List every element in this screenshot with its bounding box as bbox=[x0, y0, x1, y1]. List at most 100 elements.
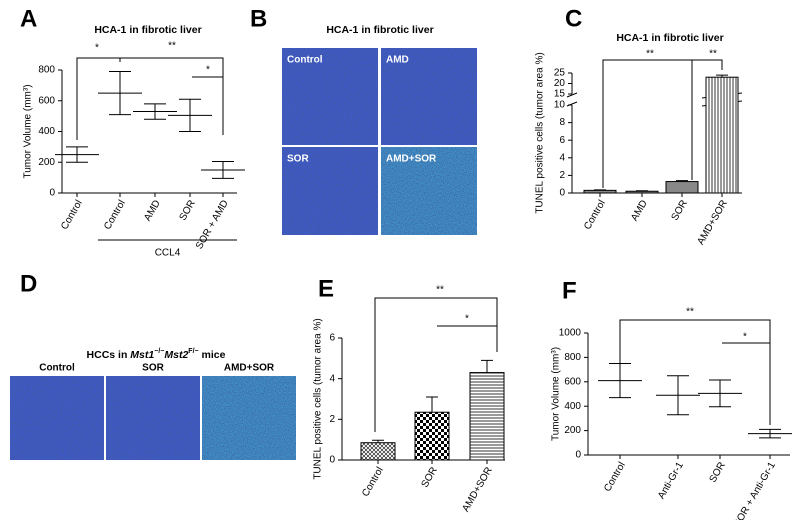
x-tick-label: SOR bbox=[670, 198, 690, 222]
y-axis-label: Tumor Volume (mm³) bbox=[23, 84, 34, 178]
y-tick-label: 800 bbox=[38, 65, 55, 76]
y-tick-label: 2 bbox=[329, 414, 335, 425]
title-part: Mst1 bbox=[130, 349, 154, 361]
y-tick-label: 1000 bbox=[559, 328, 582, 339]
significance-label: * bbox=[206, 65, 210, 76]
y-tick-label: 20 bbox=[554, 78, 566, 89]
significance-label: * bbox=[95, 43, 99, 54]
panel-letter: F bbox=[562, 277, 577, 304]
significance-label: ** bbox=[709, 49, 717, 60]
x-tick-label: Control bbox=[602, 460, 628, 493]
bar bbox=[469, 372, 505, 461]
micrograph bbox=[106, 376, 200, 460]
significance-bracket bbox=[602, 59, 723, 188]
y-tick-label: 0 bbox=[559, 188, 565, 199]
y-tick-label: 25 bbox=[554, 68, 566, 79]
x-tick-label: Control bbox=[102, 198, 128, 231]
x-tick-label: Control bbox=[582, 198, 608, 231]
x-tick-label: Control bbox=[360, 465, 386, 498]
significance-bracket bbox=[374, 297, 498, 432]
significance-label: ** bbox=[168, 41, 176, 52]
error-bar bbox=[676, 180, 688, 182]
micrograph bbox=[381, 147, 477, 235]
chart-title: HCA-1 in fibrotic liver bbox=[94, 24, 201, 36]
y-axis-label: TUNEL positive cells (tumor area %) bbox=[535, 52, 546, 213]
y-tick-label: 600 bbox=[564, 376, 581, 387]
error-bar bbox=[372, 439, 384, 443]
y-tick-label: 800 bbox=[564, 352, 581, 363]
x-tick-label: AMD bbox=[629, 198, 650, 223]
error-bar bbox=[667, 375, 689, 416]
x-tick-label: Control bbox=[59, 198, 85, 231]
panel-letter: E bbox=[318, 275, 334, 302]
y-tick-label: 200 bbox=[38, 157, 55, 168]
y-tick-label: 4 bbox=[559, 152, 565, 163]
y-tick-label: 15 bbox=[554, 89, 566, 100]
significance-label: ** bbox=[436, 285, 444, 296]
y-tick-label: 2 bbox=[559, 170, 565, 181]
image-label: AMD+SOR bbox=[386, 154, 437, 165]
x-tick-label: SOR bbox=[708, 460, 728, 484]
y-tick-label: 0 bbox=[49, 188, 55, 199]
micrograph bbox=[10, 376, 104, 460]
title-part: F/− bbox=[188, 348, 198, 355]
group-label: CCL4 bbox=[155, 248, 181, 259]
panel-letter: C bbox=[565, 5, 582, 32]
y-tick-label: 600 bbox=[38, 95, 55, 106]
bar bbox=[414, 411, 450, 461]
image-label: AMD bbox=[386, 55, 409, 66]
image-label: Control bbox=[39, 363, 75, 374]
error-bar bbox=[716, 74, 728, 78]
significance-label: ** bbox=[646, 49, 654, 60]
y-tick-label: 400 bbox=[38, 126, 55, 137]
image-label: AMD+SOR bbox=[224, 363, 275, 374]
panel-letter: A bbox=[20, 5, 37, 32]
image-label: Control bbox=[287, 55, 323, 66]
error-bar bbox=[759, 428, 781, 439]
x-tick-label: AMD+SOR bbox=[695, 198, 729, 247]
title-part: −/− bbox=[154, 348, 164, 355]
x-tick-label: AMD bbox=[142, 198, 163, 223]
y-tick-label: 200 bbox=[564, 425, 581, 436]
y-tick-label: 0 bbox=[329, 455, 335, 466]
bar bbox=[360, 442, 396, 461]
significance-label: ** bbox=[686, 307, 694, 318]
content: A B C D E F HCA-1 in fibrotic liver Control AMD S… bbox=[10, 5, 792, 520]
error-bar bbox=[179, 98, 201, 132]
image-label: SOR bbox=[142, 363, 164, 374]
error-bar bbox=[481, 359, 493, 373]
significance-bracket bbox=[76, 57, 224, 140]
y-tick-label: 0 bbox=[575, 450, 581, 461]
micrograph bbox=[202, 376, 296, 460]
x-tick-label: SOR bbox=[178, 198, 198, 222]
y-tick-label: 4 bbox=[329, 373, 335, 384]
significance-label: * bbox=[743, 332, 747, 343]
y-tick-label: 6 bbox=[329, 333, 335, 344]
significance-label: * bbox=[465, 314, 469, 325]
micrograph bbox=[282, 147, 378, 235]
y-tick-label: 8 bbox=[559, 117, 565, 128]
x-tick-label: SOR + Anti-Gr-1 bbox=[732, 460, 778, 520]
y-tick-label: 6 bbox=[559, 135, 565, 146]
error-bar bbox=[709, 379, 731, 408]
error-bar bbox=[144, 103, 166, 120]
y-axis-label: TUNEL positive cells (tumor area %) bbox=[313, 318, 324, 479]
micrograph bbox=[282, 48, 378, 145]
panel-letter: B bbox=[250, 5, 267, 32]
bar bbox=[665, 181, 699, 194]
y-axis-label: Tumor Volume (mm³) bbox=[551, 347, 562, 441]
y-tick-label: 400 bbox=[564, 401, 581, 412]
panel-letter: D bbox=[20, 270, 37, 297]
x-tick-label: SOR bbox=[420, 465, 440, 489]
chart-title: HCA-1 in fibrotic liver bbox=[616, 32, 723, 44]
error-bar bbox=[426, 396, 438, 413]
bar bbox=[583, 189, 617, 194]
x-tick-label: AMD+SOR bbox=[460, 465, 494, 514]
image-label: SOR bbox=[287, 154, 309, 165]
x-tick-label: Anti-Gr-1 bbox=[656, 460, 686, 501]
error-bar bbox=[212, 160, 234, 179]
micrograph bbox=[381, 48, 477, 145]
x-tick-label: SOR + AMD bbox=[194, 198, 231, 251]
bar bbox=[705, 76, 739, 194]
